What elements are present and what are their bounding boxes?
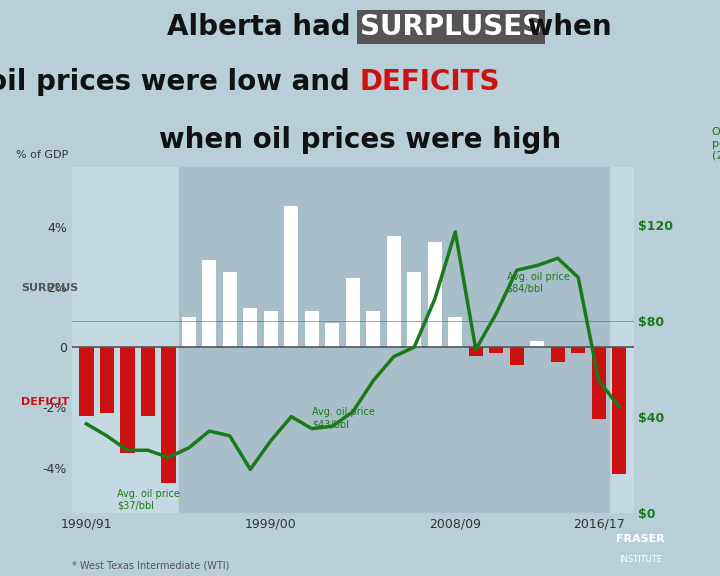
Bar <box>243 308 258 347</box>
Bar <box>264 311 278 347</box>
Bar <box>222 272 237 347</box>
Bar <box>551 347 565 362</box>
Bar <box>79 347 94 416</box>
Bar <box>161 347 176 483</box>
Bar <box>612 347 626 473</box>
Text: DEFICITS: DEFICITS <box>360 68 500 96</box>
Text: when oil prices were high: when oil prices were high <box>159 126 561 154</box>
Bar <box>366 311 380 347</box>
Bar <box>469 347 483 357</box>
Text: Oil price
per barrel
(2016 USD)*: Oil price per barrel (2016 USD)* <box>712 127 720 160</box>
Text: FRASER: FRASER <box>616 534 665 544</box>
Bar <box>489 347 503 353</box>
Text: * West Texas Intermediate (WTI): * West Texas Intermediate (WTI) <box>72 560 230 570</box>
Text: Avg. oil price
$43/bbl: Avg. oil price $43/bbl <box>312 407 374 429</box>
Bar <box>305 311 319 347</box>
Bar <box>592 347 606 419</box>
Bar <box>387 236 401 347</box>
Bar <box>179 167 609 513</box>
Text: Avg. oil price
$84/bbl: Avg. oil price $84/bbl <box>507 272 570 294</box>
Text: SURPLUSES: SURPLUSES <box>360 13 542 41</box>
Text: SURPLUS: SURPLUS <box>22 283 78 293</box>
Text: % of GDP: % of GDP <box>16 150 68 160</box>
Text: Alberta had: Alberta had <box>167 13 360 41</box>
Text: INSTITUTE: INSTITUTE <box>619 555 662 564</box>
Bar <box>181 317 196 347</box>
Bar <box>202 260 217 347</box>
Bar <box>448 317 462 347</box>
Text: when: when <box>518 13 612 41</box>
Bar <box>407 272 421 347</box>
Bar <box>120 347 135 453</box>
Bar <box>140 347 155 416</box>
Text: Avg. oil price
$37/bbl: Avg. oil price $37/bbl <box>117 488 180 510</box>
Bar <box>428 242 442 347</box>
Bar <box>325 323 339 347</box>
Text: oil prices were low and: oil prices were low and <box>0 68 360 96</box>
Text: DEFICIT: DEFICIT <box>22 397 70 407</box>
Bar <box>346 278 360 347</box>
Bar <box>571 347 585 353</box>
Bar <box>99 347 114 414</box>
Bar <box>284 206 299 347</box>
Bar <box>510 347 524 365</box>
Bar <box>530 342 544 347</box>
